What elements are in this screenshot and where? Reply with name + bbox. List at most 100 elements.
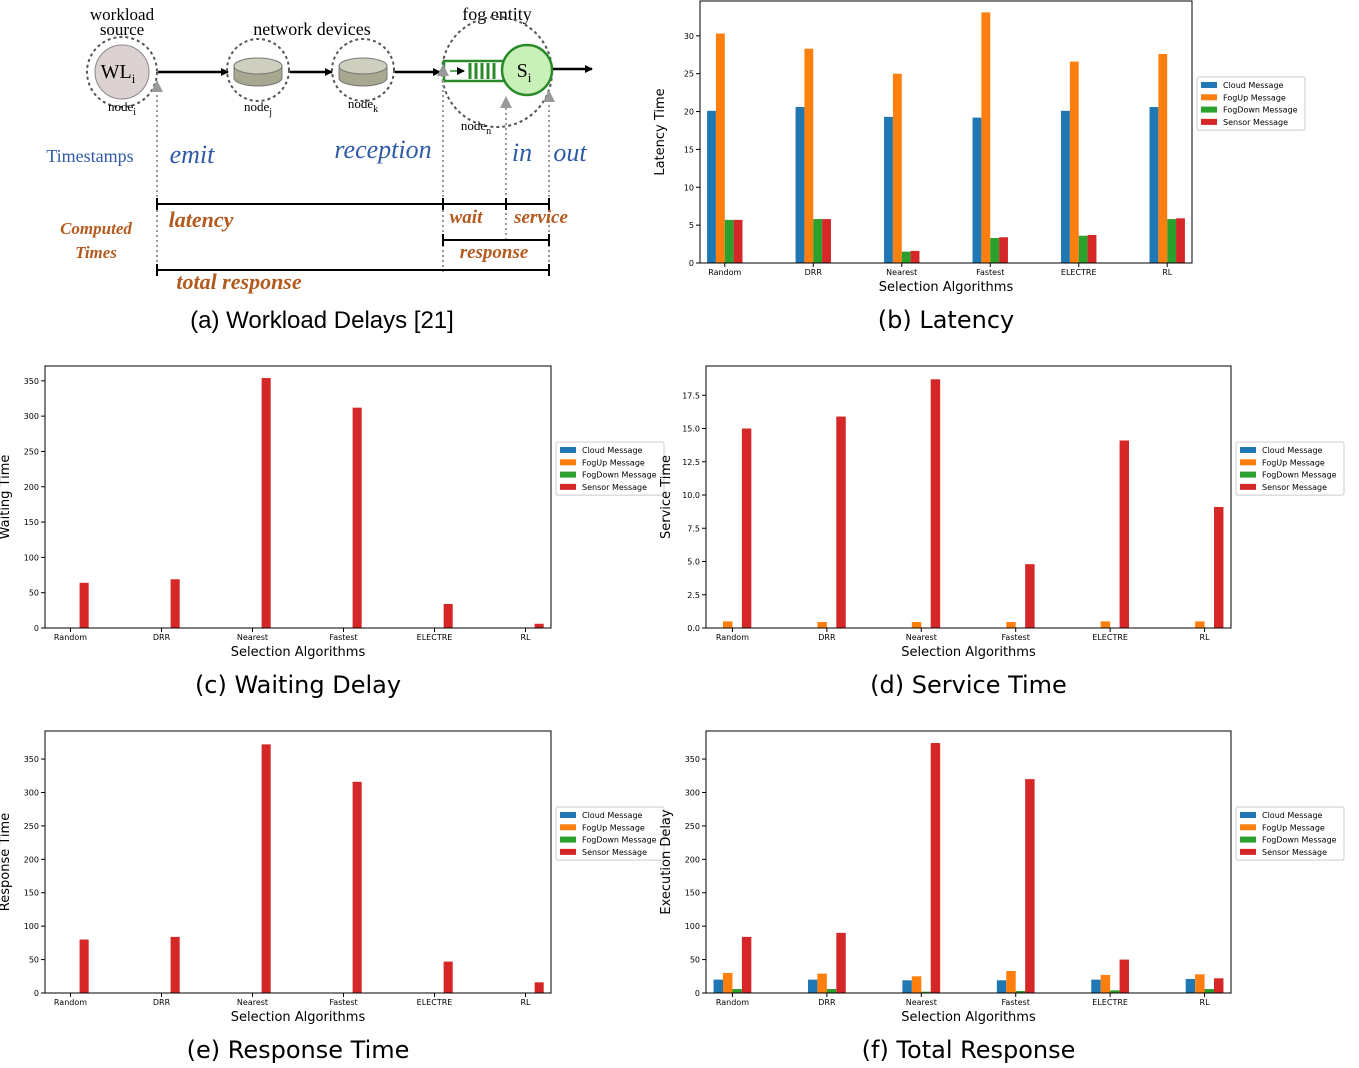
legend-label: FogUp Message: [582, 823, 645, 832]
legend-swatch: [1240, 446, 1256, 453]
wl-sub: i: [132, 71, 136, 86]
bar: [1087, 234, 1097, 263]
bar: [261, 378, 271, 628]
y-tick-label: 30: [684, 32, 694, 41]
timestamps: emit reception in out: [170, 135, 588, 169]
bar: [534, 982, 544, 993]
bar: [901, 251, 911, 263]
bar: [443, 961, 453, 993]
caption: (a) Workload Delays [21]: [190, 307, 454, 334]
y-tick-label: 7.5: [687, 524, 700, 533]
bar-chart: 0 50 100 150 200 250 300 350 Random DRR Nearest Fas…: [0, 730, 665, 1064]
bar: [79, 582, 89, 628]
x-tick-label: Nearest: [906, 998, 937, 1007]
bar: [1214, 506, 1224, 628]
bar: [1078, 235, 1088, 263]
bar: [1091, 979, 1101, 993]
legend-box: [555, 806, 665, 861]
bar: [715, 33, 725, 263]
y-tick-label: 150: [24, 889, 39, 898]
server: [500, 43, 554, 97]
y-axis-label: Latency Time: [653, 88, 668, 175]
bar: [1100, 974, 1111, 993]
y-tick-label: 12.5: [682, 458, 700, 467]
bar: [972, 117, 982, 263]
caption: (e) Response Time: [187, 1036, 410, 1064]
bar: [713, 979, 723, 993]
y-tick-label: 100: [685, 922, 700, 931]
bar: [930, 743, 941, 993]
s: S: [517, 60, 528, 82]
legend-box: [555, 441, 665, 496]
caption: (d) Service Time: [870, 671, 1067, 699]
y-tick-label: 100: [24, 922, 39, 931]
bar: [911, 976, 922, 993]
y-tick-label: 250: [685, 822, 700, 831]
caption: (c) Waiting Delay: [195, 671, 401, 699]
legend-label: FogUp Message: [1262, 823, 1325, 832]
x-tick-label: ELECTRE: [417, 633, 453, 642]
bar: [1025, 779, 1035, 993]
y-tick-label: 0: [34, 624, 39, 633]
y-tick-label: 350: [24, 755, 39, 764]
bar: [261, 744, 271, 993]
computed-label: Computed: [60, 219, 132, 238]
x-axis-label: Selection Algorithms: [901, 645, 1036, 660]
node: node: [108, 99, 134, 114]
y-tick-label: 250: [24, 822, 39, 831]
computed-times: Computed Times latency wait service resp…: [60, 207, 568, 294]
x-tick-label: ELECTRE: [1061, 268, 1097, 277]
bar: [733, 219, 743, 263]
y-tick-label: 5.0: [687, 558, 700, 567]
caption: (f) Total Response: [862, 1036, 1076, 1064]
y-tick-label: 17.5: [682, 391, 700, 400]
bar: [741, 936, 752, 993]
node: node: [244, 99, 270, 114]
legend-label: FogDown Message: [582, 471, 657, 480]
y-tick-label: 15: [684, 145, 694, 154]
bar: [1149, 107, 1159, 263]
bar: [1195, 974, 1205, 993]
bar: [732, 988, 742, 993]
bar: [996, 980, 1007, 993]
legend-swatch: [1240, 836, 1256, 843]
legend-box: [1235, 441, 1345, 496]
in: in: [512, 138, 532, 167]
x-tick-label: Nearest: [906, 633, 937, 642]
x-tick-label: Fastest: [1002, 998, 1030, 1007]
x-tick-label: DRR: [805, 268, 823, 277]
server-label: Si: [517, 60, 532, 85]
y-tick-label: 25: [684, 70, 694, 79]
x-tick-label: DRR: [818, 633, 836, 642]
bar: [795, 107, 805, 263]
bar: [1100, 621, 1111, 628]
legend-swatch: [1240, 811, 1256, 818]
source-label: source: [100, 20, 144, 39]
network-label: network devices: [253, 19, 370, 39]
bar: [170, 579, 180, 628]
wl-label: WLi: [101, 61, 136, 86]
x-tick-label: Random: [716, 998, 749, 1007]
y-axis-label: Execution Delay: [659, 809, 674, 915]
delay-diagram: workload source WLi nodei network device…: [46, 4, 593, 334]
node: node: [348, 96, 374, 111]
bar: [1185, 978, 1196, 993]
bar: [722, 621, 733, 628]
bar: [836, 932, 846, 993]
x-tick-label: RL: [521, 998, 532, 1007]
bar: [352, 781, 362, 993]
legend-label: Sensor Message: [582, 848, 647, 857]
queue-slots: [468, 63, 496, 79]
y-tick-label: 350: [685, 755, 700, 764]
legend-label: FogDown Message: [1262, 471, 1337, 480]
bar: [1061, 110, 1070, 263]
y-tick-label: 50: [690, 956, 700, 965]
source-label: workload: [90, 5, 155, 24]
node-label: nodei: [108, 99, 136, 118]
x-tick-label: Nearest: [237, 998, 268, 1007]
y-tick-label: 50: [29, 956, 39, 965]
legend-box: [1235, 806, 1345, 861]
legend: Cloud Message FogUp Message FogDown Messag…: [1196, 76, 1306, 131]
